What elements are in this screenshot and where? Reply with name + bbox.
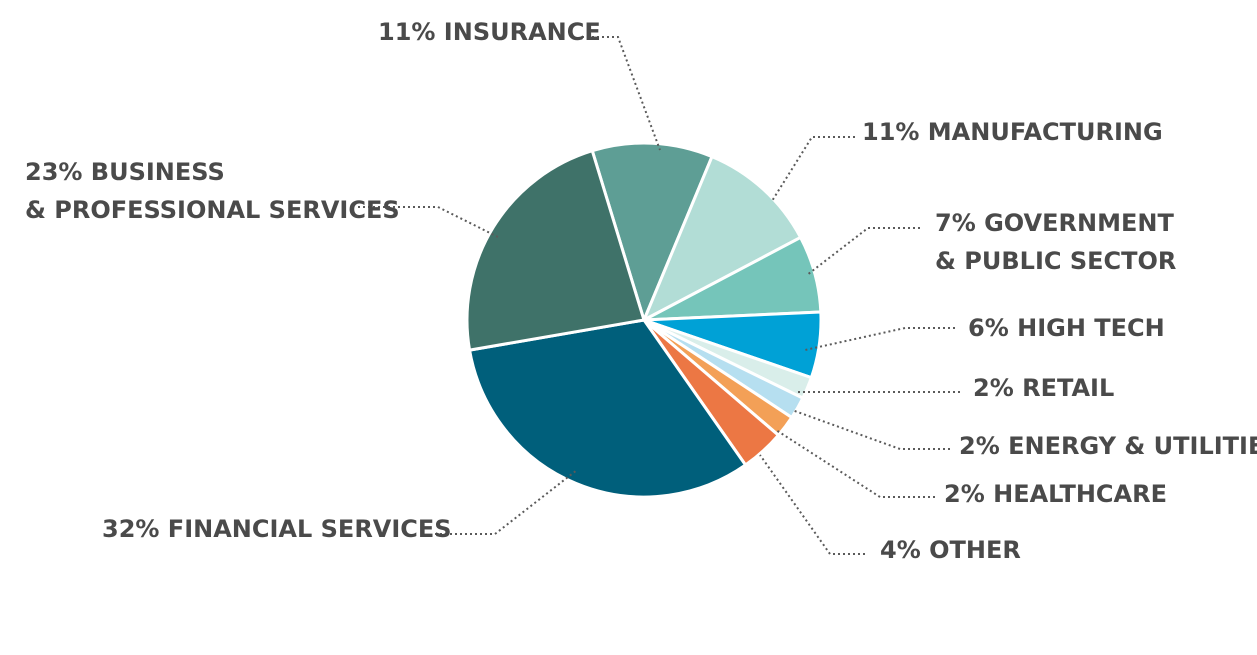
leader-line xyxy=(358,206,501,239)
slice-label: 32% FINANCIAL SERVICES xyxy=(102,510,452,548)
slice-label-line: 4% OTHER xyxy=(880,536,1021,564)
slice-label: 4% OTHER xyxy=(880,531,1021,569)
slice-label-line: 7% GOVERNMENT xyxy=(935,209,1174,237)
leader-line xyxy=(775,429,935,498)
leader-line xyxy=(582,36,661,151)
slice-label-line: 11% INSURANCE xyxy=(378,18,601,46)
leader-line xyxy=(791,409,950,450)
slice-label-line: 2% HEALTHCARE xyxy=(944,480,1167,508)
leader-line xyxy=(435,469,578,535)
slice-label: 7% GOVERNMENT & PUBLIC SECTOR xyxy=(935,204,1176,280)
pie-slices xyxy=(465,141,823,499)
pie-slice xyxy=(590,141,714,322)
slice-label: 11% MANUFACTURING xyxy=(862,113,1163,151)
leader-line xyxy=(771,136,855,202)
slice-label-line: 6% HIGH TECH xyxy=(968,314,1165,342)
slice-label: 2% ENERGY & UTILITIES xyxy=(959,427,1257,465)
slice-label: 23% BUSINESS & PROFESSIONAL SERVICES xyxy=(25,153,400,229)
slice-label-line: 32% FINANCIAL SERVICES xyxy=(102,515,452,543)
slice-label: 2% HEALTHCARE xyxy=(944,475,1167,513)
slice-label: 2% RETAIL xyxy=(973,369,1114,407)
slice-label: 6% HIGH TECH xyxy=(968,309,1165,347)
pie-slice xyxy=(642,155,803,322)
slice-label: 11% INSURANCE xyxy=(378,13,601,51)
leader-line xyxy=(804,327,955,351)
slice-label-line: 23% BUSINESS xyxy=(25,158,225,186)
leader-line xyxy=(806,227,920,276)
pie-slice xyxy=(465,149,646,352)
slice-label-line: 2% ENERGY & UTILITIES xyxy=(959,432,1257,460)
slice-label-line: & PROFESSIONAL SERVICES xyxy=(25,196,400,224)
slice-label-line: & PUBLIC SECTOR xyxy=(935,247,1177,275)
leader-lines xyxy=(358,36,960,555)
pie-slice xyxy=(468,318,748,499)
slice-label-line: 2% RETAIL xyxy=(973,374,1115,402)
leader-line xyxy=(759,454,865,555)
slice-label-line: 11% MANUFACTURING xyxy=(862,118,1163,146)
